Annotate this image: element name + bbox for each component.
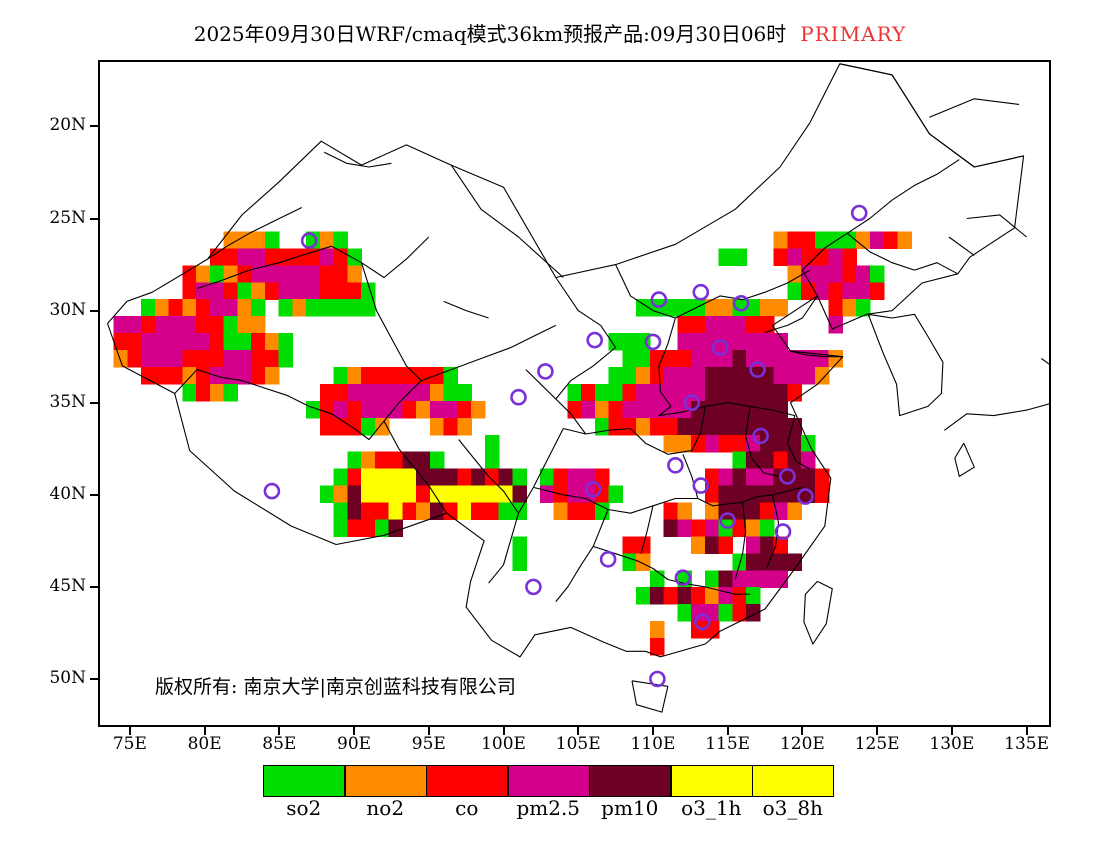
y-tick-label: 45N (49, 575, 86, 596)
x-tick-mark (801, 727, 804, 735)
legend-label-pm2-5: pm2.5 (516, 796, 581, 820)
legend-label-pm10: pm10 (601, 796, 659, 820)
x-tick-label: 110E (630, 734, 676, 754)
x-tick-label: 115E (705, 734, 751, 754)
x-tick-label: 120E (779, 734, 825, 754)
legend-label-o3-8h: o3_8h (762, 796, 823, 820)
pollutant-grid-layer (113, 231, 912, 656)
x-tick-mark (278, 727, 281, 735)
y-tick-mark (90, 309, 98, 312)
legend-label-no2: no2 (366, 796, 405, 820)
legend-swatch-pm2-5 (508, 766, 589, 796)
legend-labels: so2 no2 co pm2.5 pm10 o3_1h o3_8h (263, 795, 834, 821)
legend-divider (425, 766, 427, 796)
y-tick-label: 20N (49, 115, 86, 136)
title-main-text: 2025年09月30日WRF/cmaq模式36km预报产品:09月30日06时 (193, 22, 787, 46)
y-tick-mark (90, 401, 98, 404)
x-tick-mark (203, 727, 206, 735)
legend-label-o3-1h: o3_1h (681, 796, 742, 820)
x-tick-label: 85E (262, 734, 297, 754)
y-tick-label: 35N (49, 391, 86, 412)
map-plot-frame (98, 60, 1051, 727)
y-tick-label: 50N (49, 667, 86, 688)
x-tick-mark (726, 727, 729, 735)
x-tick-label: 135E (1004, 734, 1049, 754)
legend-swatch-pm10 (590, 766, 670, 796)
x-tick-label: 75E (112, 734, 147, 754)
legend-label-co: co (455, 796, 479, 820)
y-tick-mark (90, 585, 98, 588)
x-tick-mark (353, 727, 356, 735)
legend-swatch-o3-1h (671, 766, 752, 796)
copyright-notice: 版权所有: 南京大学|南京创蓝科技有限公司 (155, 676, 516, 698)
legend-swatch-o3-8h (753, 766, 833, 796)
legend-colorbar (263, 765, 834, 797)
y-tick-label: 30N (49, 299, 86, 320)
x-tick-mark (950, 727, 953, 735)
legend-divider (670, 766, 672, 796)
x-tick-label: 125E (854, 734, 900, 754)
x-tick-mark (876, 727, 879, 735)
legend-swatch-co (427, 766, 507, 796)
x-tick-label: 95E (411, 734, 446, 754)
x-tick-mark (651, 727, 654, 735)
x-tick-label: 100E (481, 734, 526, 754)
y-tick-mark (90, 677, 98, 680)
legend-swatch-no2 (345, 766, 426, 796)
chart-title: 2025年09月30日WRF/cmaq模式36km预报产品:09月30日06时 P… (0, 18, 1100, 47)
x-tick-mark (427, 727, 430, 735)
coastline-border-layer (106, 63, 1049, 713)
x-tick-mark (577, 727, 580, 735)
legend-divider (344, 766, 346, 796)
map-canvas (106, 63, 1049, 713)
x-tick-label: 80E (187, 734, 222, 754)
x-tick-label: 90E (337, 734, 372, 754)
y-tick-label: 25N (49, 207, 86, 228)
y-tick-mark (90, 217, 98, 220)
legend-divider (751, 766, 753, 796)
legend-divider (588, 766, 590, 796)
x-tick-mark (1025, 727, 1028, 735)
title-primary-text: PRIMARY (800, 22, 907, 46)
x-tick-mark (128, 727, 131, 735)
x-tick-mark (502, 727, 505, 735)
station-marker-layer (263, 204, 868, 688)
y-tick-label: 40N (49, 483, 86, 504)
y-tick-mark (90, 125, 98, 128)
legend-label-so2: so2 (286, 796, 322, 820)
x-tick-label: 130E (929, 734, 975, 754)
x-tick-label: 105E (555, 734, 601, 754)
legend-divider (507, 766, 509, 796)
legend-swatch-so2 (264, 766, 344, 796)
y-tick-mark (90, 493, 98, 496)
